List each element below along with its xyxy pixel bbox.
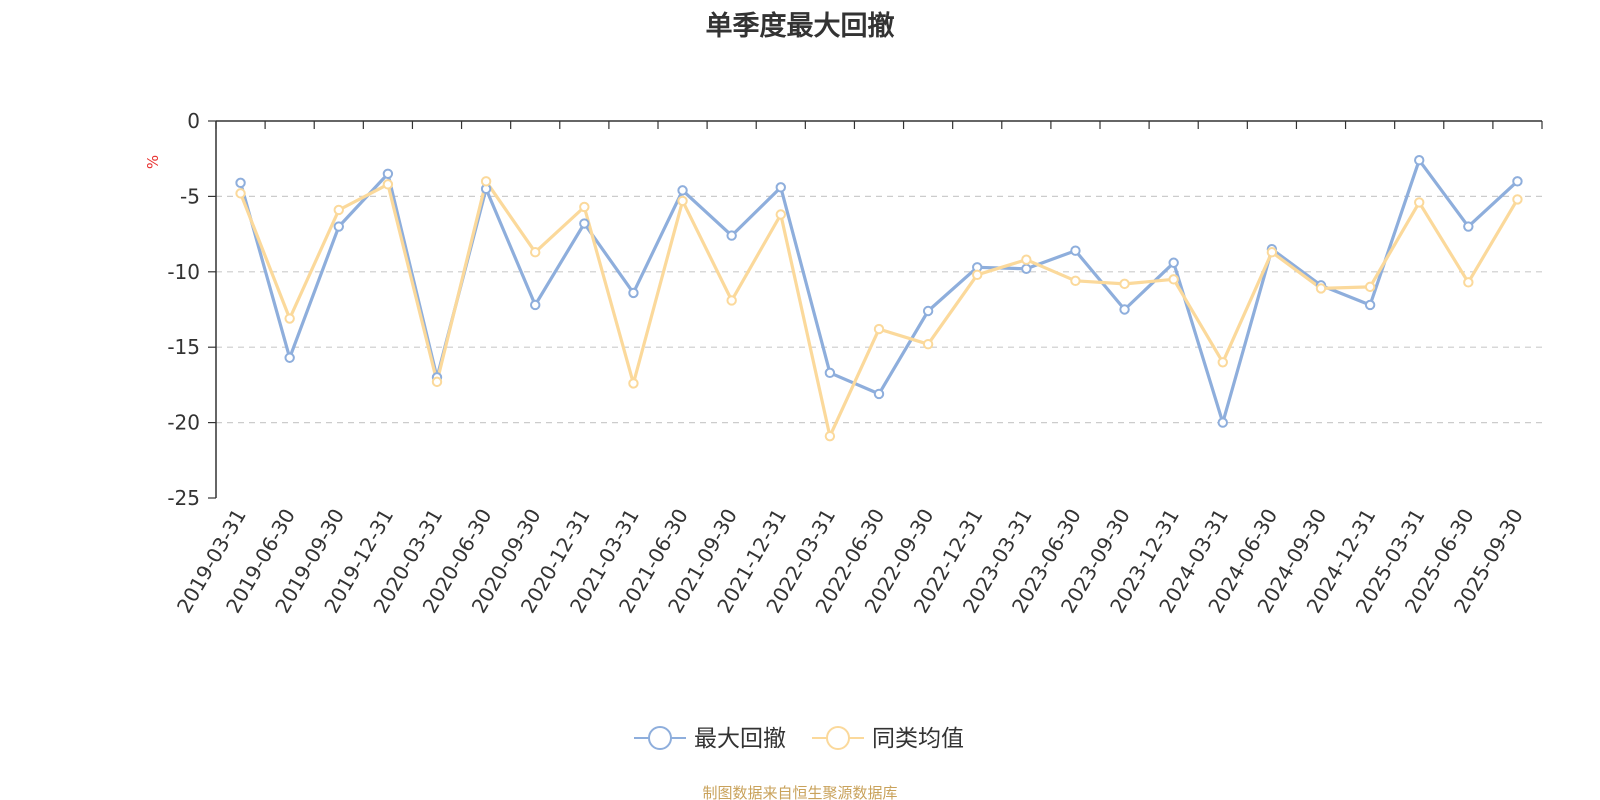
data-point-1 bbox=[284, 352, 295, 363]
data-point-1 bbox=[1463, 221, 1474, 232]
data-point-2 bbox=[1463, 277, 1474, 288]
data-point-1 bbox=[1070, 245, 1081, 256]
legend-marker bbox=[826, 726, 850, 750]
data-point-2 bbox=[431, 376, 443, 388]
data-point-2 bbox=[235, 188, 246, 199]
data-point-2 bbox=[824, 430, 836, 442]
data-point-1 bbox=[382, 168, 394, 179]
data-point-2 bbox=[775, 209, 786, 220]
chart-title: 单季度最大回撤 bbox=[705, 11, 895, 42]
data-point-2 bbox=[1364, 281, 1376, 293]
data-point-2 bbox=[972, 269, 983, 281]
data-point-2 bbox=[1315, 283, 1327, 294]
legend-label: 同类均值 bbox=[872, 726, 964, 752]
data-point-2 bbox=[1070, 275, 1081, 287]
data-point-1 bbox=[235, 177, 246, 189]
data-point-1 bbox=[530, 299, 541, 311]
data-point-1 bbox=[333, 221, 344, 232]
data-point-1 bbox=[873, 388, 885, 400]
data-point-1 bbox=[1021, 263, 1032, 274]
y-tick-label: -15 bbox=[167, 335, 200, 359]
y-tick-label: -5 bbox=[180, 184, 200, 208]
data-point-2 bbox=[1266, 246, 1278, 258]
data-point-1 bbox=[1512, 176, 1523, 187]
legend-marker bbox=[648, 726, 672, 750]
footer-source: 制图数据来自恒生聚源数据库 bbox=[702, 784, 898, 800]
data-point-1 bbox=[1414, 155, 1425, 166]
data-point-2 bbox=[873, 323, 885, 335]
data-point-1 bbox=[775, 182, 786, 193]
data-point-2 bbox=[1168, 274, 1179, 285]
data-point-2 bbox=[579, 201, 590, 213]
data-point-2 bbox=[1217, 357, 1228, 368]
data-point-1 bbox=[1364, 299, 1376, 311]
data-point-2 bbox=[1119, 278, 1130, 290]
data-point-2 bbox=[677, 195, 688, 207]
data-point-2 bbox=[922, 338, 934, 350]
data-point-1 bbox=[677, 185, 688, 196]
y-tick-label: -20 bbox=[167, 411, 200, 435]
data-point-2 bbox=[480, 176, 492, 187]
y-tick-label: -25 bbox=[167, 486, 200, 510]
data-point-2 bbox=[726, 295, 737, 306]
y-axis-label: % bbox=[144, 155, 162, 169]
y-tick-label: -10 bbox=[167, 260, 200, 284]
data-point-1 bbox=[1168, 257, 1179, 268]
data-point-2 bbox=[1414, 197, 1425, 208]
data-point-2 bbox=[382, 179, 394, 190]
data-point-2 bbox=[1021, 254, 1032, 265]
data-point-2 bbox=[284, 313, 295, 324]
y-tick-label: 0 bbox=[187, 109, 200, 133]
data-point-1 bbox=[922, 305, 934, 317]
data-point-2 bbox=[1512, 194, 1523, 205]
data-point-2 bbox=[530, 246, 541, 258]
data-point-1 bbox=[579, 218, 590, 229]
data-point-2 bbox=[333, 204, 344, 216]
data-point-1 bbox=[628, 287, 639, 299]
data-point-1 bbox=[1217, 417, 1228, 428]
data-point-1 bbox=[824, 367, 836, 379]
data-point-2 bbox=[628, 378, 639, 389]
data-point-1 bbox=[726, 230, 737, 241]
data-point-1 bbox=[1119, 304, 1130, 315]
legend-label: 最大回撤 bbox=[694, 726, 786, 752]
